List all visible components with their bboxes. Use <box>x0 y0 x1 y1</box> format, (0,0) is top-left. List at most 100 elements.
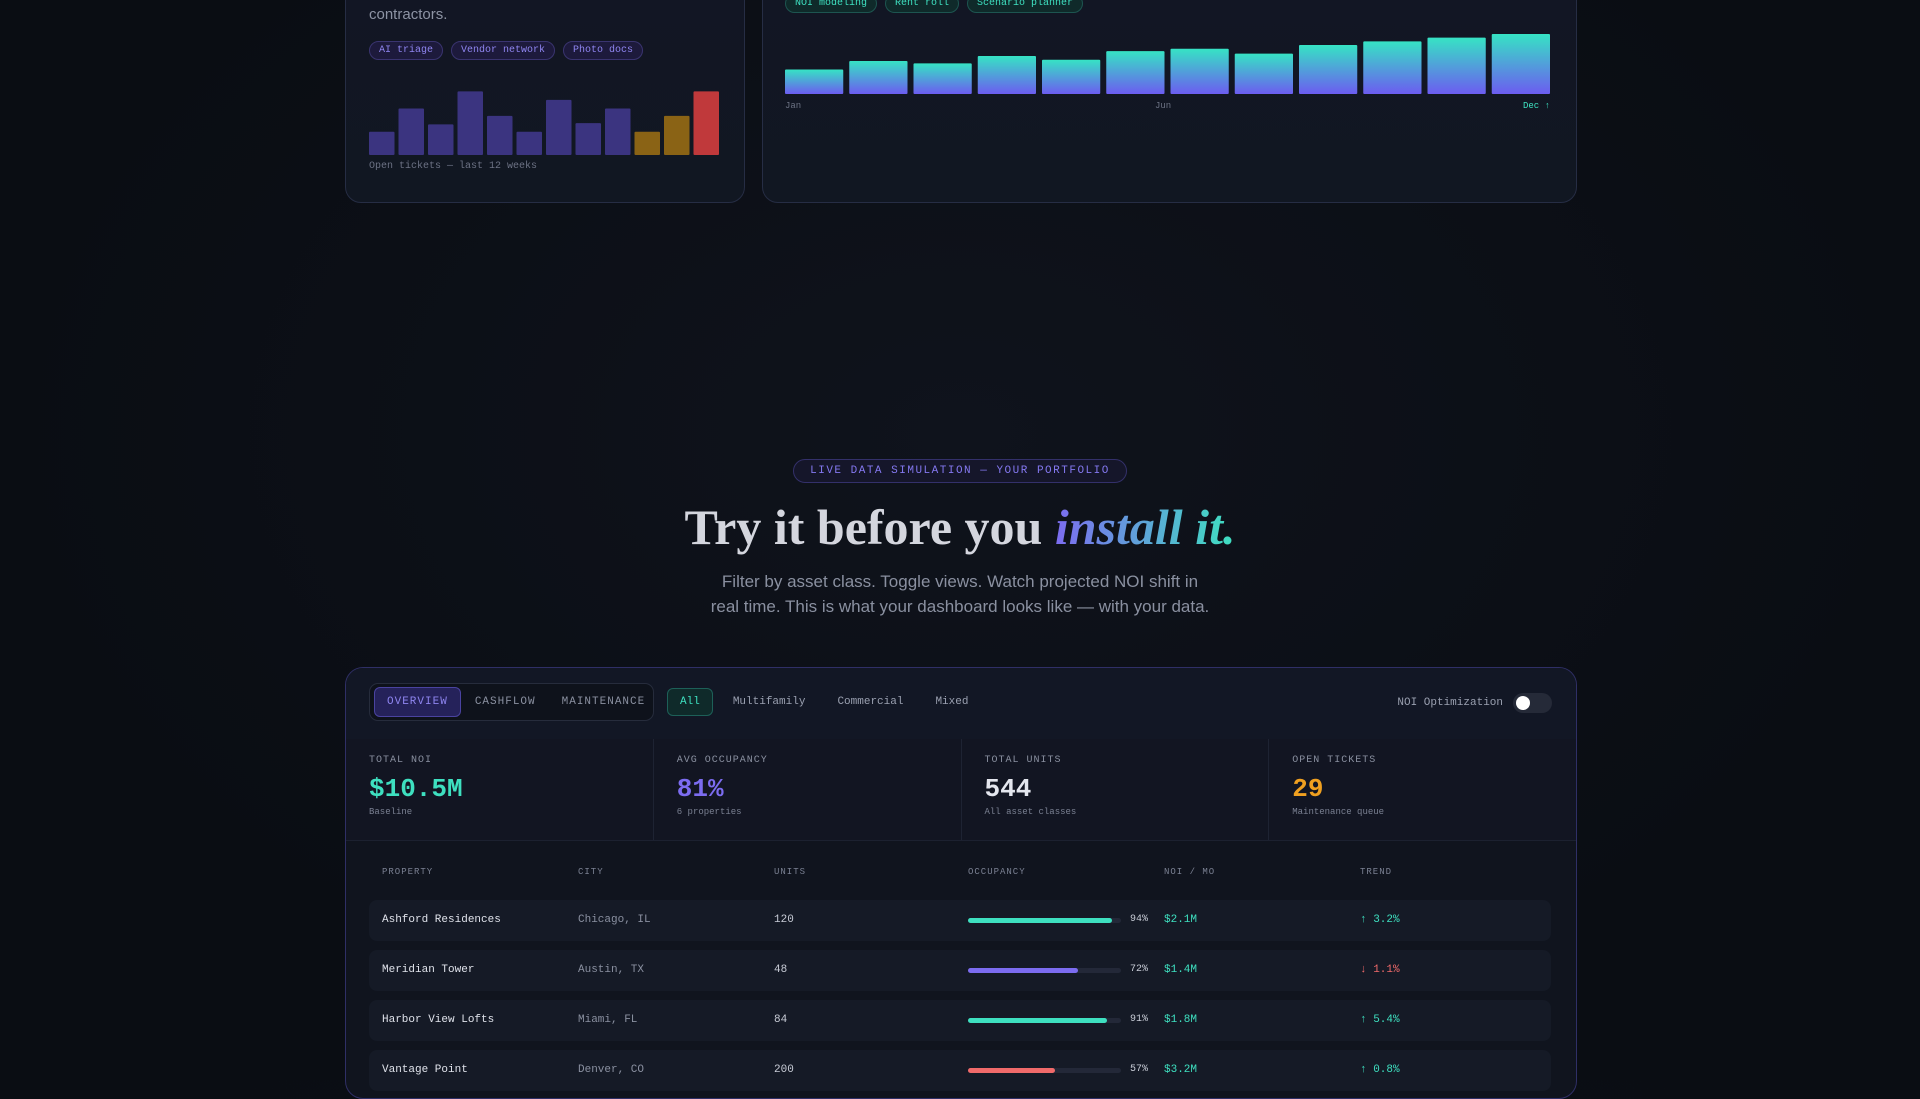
tab[interactable]: CASHFLOW <box>474 696 536 708</box>
kpi: OPEN TICKETS 29 Maintenance queue <box>1268 739 1576 840</box>
cell-units: 200 <box>774 1064 794 1076</box>
bar <box>546 99 572 155</box>
tag: Rent roll <box>885 0 960 13</box>
bar <box>1234 53 1293 94</box>
chart-caption: Open tickets — last 12 weeks <box>369 161 538 172</box>
table-row[interactable]: Harbor View Lofts Miami, FL 84 91% $1.8M ↑ 5.… <box>369 1000 1551 1041</box>
bar <box>1491 33 1550 94</box>
cell-property: Meridian Tower <box>382 964 475 976</box>
tag: NOI modeling <box>785 0 878 13</box>
bar <box>605 108 631 155</box>
heading-accent: install it. <box>1054 499 1236 555</box>
toggle[interactable] <box>1513 693 1552 713</box>
kpi-label: OPEN TICKETS <box>1292 755 1377 766</box>
kpi-value: 544 <box>984 774 1032 804</box>
filter[interactable]: Multifamily <box>732 696 806 708</box>
column-header: PROPERTY <box>382 867 434 877</box>
kpi-sub: Baseline <box>369 807 413 817</box>
bar <box>664 115 690 155</box>
bar <box>1363 41 1422 94</box>
kpi-sub: All asset classes <box>984 807 1077 817</box>
tab[interactable]: OVERVIEW <box>374 687 461 717</box>
occupancy-track <box>968 968 1121 973</box>
cell-property: Harbor View Lofts <box>382 1014 495 1026</box>
tag: Vendor network <box>451 41 556 60</box>
column-header: NOI / MO <box>1164 867 1216 877</box>
cell-city: Denver, CO <box>578 1064 645 1076</box>
noi-card <box>762 0 1577 203</box>
toggle-label: NOI Optimization <box>1397 697 1503 709</box>
filter[interactable]: Mixed <box>935 696 969 708</box>
bar <box>1042 59 1101 94</box>
table-row[interactable]: Meridian Tower Austin, TX 48 72% $1.4M ↓ 1.1% <box>369 950 1551 991</box>
occupancy-bar <box>968 1018 1108 1023</box>
kpi: TOTAL UNITS 544 All asset classes <box>960 739 1269 840</box>
occupancy-bar <box>968 918 1112 923</box>
bar <box>1106 51 1165 94</box>
bar <box>369 131 395 155</box>
occupancy-track <box>968 1068 1121 1073</box>
badge: LIVE DATA SIMULATION — YOUR PORTFOLIO <box>793 459 1127 483</box>
kpi-row: TOTAL NOI $10.5M Baseline AVG OCCUPANCY 81% 6… <box>346 739 1576 841</box>
card-text: contractors. <box>369 6 448 23</box>
tag: Scenario planner <box>967 0 1084 13</box>
cell-property: Ashford Residences <box>382 914 501 926</box>
kpi-value: 81% <box>676 774 724 804</box>
column-header: OCCUPANCY <box>968 867 1026 877</box>
x-label: Jun <box>1155 101 1172 111</box>
filter-group: All Multifamily Commercial Mixed <box>667 688 988 716</box>
cell-units: 48 <box>774 964 788 976</box>
occupancy-label: 57% <box>1130 1064 1149 1075</box>
cell-trend: ↑ 3.2% <box>1360 914 1400 926</box>
cell-noi: $1.8M <box>1164 1014 1198 1026</box>
occupancy-label: 72% <box>1130 964 1149 975</box>
table-row[interactable]: Vantage Point Denver, CO 200 57% $3.2M ↑ 0.8% <box>369 1050 1551 1091</box>
badge-wrap: LIVE DATA SIMULATION — YOUR PORTFOLIO <box>0 459 1920 483</box>
bar <box>1427 37 1486 94</box>
table-row[interactable]: Ashford Residences Chicago, IL 120 94% $2.1M… <box>369 900 1551 941</box>
column-header: TREND <box>1360 867 1393 877</box>
bar <box>398 108 424 155</box>
column-header: CITY <box>578 867 604 877</box>
tab[interactable]: MAINTENANCE <box>561 696 646 708</box>
cell-city: Chicago, IL <box>578 914 651 926</box>
cell-city: Austin, TX <box>578 964 645 976</box>
bar <box>849 60 908 94</box>
tag: Photo docs <box>563 41 644 60</box>
occupancy-label: 91% <box>1130 1014 1149 1025</box>
toggle-wrap: NOI Optimization <box>1397 693 1552 713</box>
x-label: Jan <box>785 101 802 111</box>
occupancy-track <box>968 918 1121 923</box>
occupancy-label: 94% <box>1130 914 1149 925</box>
cell-trend: ↑ 5.4% <box>1360 1014 1400 1026</box>
bar <box>487 115 513 155</box>
occupancy-track <box>968 1018 1121 1023</box>
filter[interactable]: All <box>667 688 713 716</box>
tag-row: NOI modeling Rent roll Scenario planner <box>785 0 1091 13</box>
dashboard: OVERVIEW CASHFLOW MAINTENANCE All Multifami… <box>345 667 1577 1099</box>
kpi-value: $10.5M <box>369 774 463 804</box>
bar <box>1170 48 1229 94</box>
cell-noi: $3.2M <box>1164 1064 1198 1076</box>
occupancy-bar <box>968 1068 1056 1073</box>
maintenance-card <box>345 0 745 203</box>
kpi-label: TOTAL UNITS <box>984 755 1062 766</box>
cell-city: Miami, FL <box>578 1014 638 1026</box>
bar <box>785 69 844 94</box>
filter[interactable]: Commercial <box>837 696 904 708</box>
ticket-chart <box>369 91 719 155</box>
bar <box>1299 45 1358 94</box>
kpi-label: TOTAL NOI <box>369 755 433 766</box>
bar <box>428 124 454 155</box>
tag-row: AI triage Vendor network Photo docs <box>369 39 651 60</box>
heading: Try it before you install it. <box>0 498 1920 556</box>
toggle-knob <box>1516 696 1530 710</box>
bar <box>913 63 972 94</box>
tab-group: OVERVIEW CASHFLOW MAINTENANCE <box>369 683 654 721</box>
kpi-value: 29 <box>1292 774 1324 804</box>
x-label: Dec ↑ <box>1522 101 1550 111</box>
bar <box>634 131 660 155</box>
tag: AI triage <box>369 41 444 60</box>
bar <box>977 56 1036 94</box>
